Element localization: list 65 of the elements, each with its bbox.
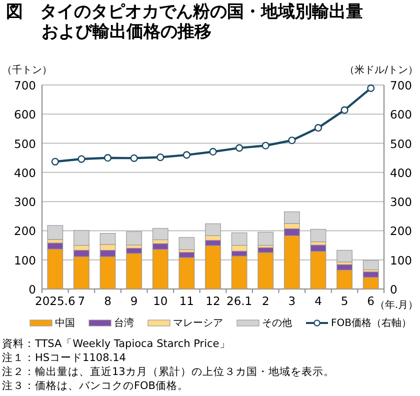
x-tick-label: 10	[153, 294, 168, 308]
x-tick-label: 4	[314, 294, 322, 308]
y2-tick-label: 700	[390, 78, 412, 92]
point	[130, 154, 138, 162]
y-tick-label: 0	[28, 282, 36, 296]
y-tick-label: 200	[14, 224, 36, 238]
legend-label: 台湾	[114, 317, 134, 329]
x-tick-label: 3	[288, 294, 296, 308]
x-tick-label: 26.1	[226, 294, 252, 308]
legend-label: その他	[262, 317, 292, 329]
x-tick-label: 7	[78, 294, 86, 308]
y2-tick-label: 300	[390, 195, 412, 210]
bar	[126, 231, 142, 246]
y2-tick-label: 600	[390, 108, 412, 122]
point	[314, 124, 322, 132]
x-axis-title: （年.月）	[374, 299, 418, 311]
y2-tick-label: 400	[390, 166, 412, 180]
bar	[336, 250, 352, 262]
x-tick-label: 6	[367, 294, 375, 308]
point	[288, 136, 296, 144]
y-tick-label: 600	[14, 108, 36, 122]
y-axis-title: （千トン）	[2, 64, 52, 76]
y-tick-label: 100	[14, 253, 36, 268]
legend-label: マレーシア	[173, 318, 223, 329]
bar	[258, 252, 274, 290]
bar	[178, 237, 195, 250]
bar	[231, 256, 248, 290]
x-tick-label: 8	[104, 294, 112, 308]
y2-tick-label: 100	[390, 253, 412, 268]
bar	[258, 232, 274, 246]
y-tick-label: 300	[14, 195, 36, 210]
y2-tick-label: 0	[390, 282, 398, 296]
point	[209, 148, 217, 156]
x-tick-label: 12	[206, 294, 220, 308]
point	[104, 154, 112, 162]
bar	[310, 228, 326, 242]
text: 注１：HSコード1108.14	[2, 351, 127, 365]
bar	[362, 260, 379, 270]
x-tick-label: 11	[179, 294, 194, 308]
point	[236, 144, 244, 152]
legend-label: 中国	[55, 317, 75, 329]
point	[182, 151, 190, 159]
bar	[152, 228, 168, 240]
x-tick-label: 9	[130, 294, 138, 308]
point	[156, 153, 164, 162]
text: 注２：輸出量は、直近13カ月（累計）の上位３カ国・地域を表示。	[2, 365, 336, 379]
x-tick-label: 5	[340, 294, 348, 308]
point	[262, 142, 270, 150]
text: 注３：価格は、バンコクのFOB価格。	[2, 379, 190, 393]
chart-title: 図 タイのタピオカでん粉の国・地域別輸出量および輸出価格の推移	[6, 2, 364, 42]
y2-tick-label: 500	[390, 136, 412, 151]
point	[51, 158, 59, 166]
y2-tick-label: 200	[390, 224, 412, 238]
bar	[47, 225, 64, 240]
point	[78, 155, 86, 163]
y-tick-label: 500	[14, 136, 36, 151]
point	[367, 84, 375, 92]
y-tick-label: 400	[14, 166, 36, 180]
y-tick-label: 700	[14, 78, 36, 92]
legend-label: FOB価格（右軸）	[331, 317, 412, 329]
x-tick-label: 2025.6	[35, 294, 76, 308]
x-tick-label: 2	[262, 294, 270, 308]
point	[340, 106, 348, 114]
text: 資料：TTSA「Weekly Tapioca Starch Price」	[2, 337, 232, 351]
y2-axis-title: （米ドル/トン）	[344, 64, 418, 76]
